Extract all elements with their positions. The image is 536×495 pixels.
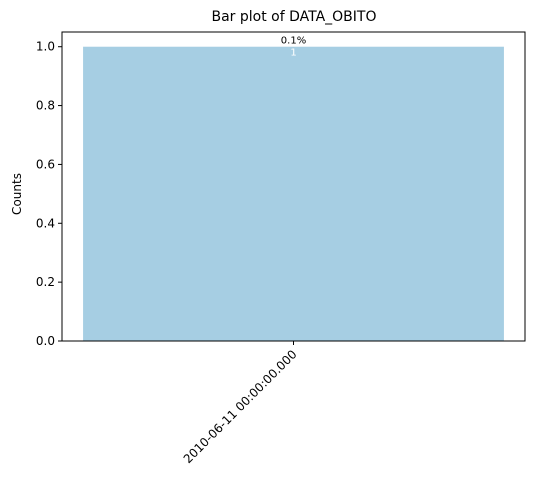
plot-area: 0.0 0.2 0.4 0.6 0.8 1.0 0.1%1 2010-06-11 00:00:…: [36, 36, 504, 466]
y-axis-label: Counts: [10, 173, 24, 215]
bar-count-label: 1: [290, 48, 296, 59]
bar-percent-label: 0.1%: [281, 36, 306, 47]
y-tick-label: 0.2: [36, 275, 55, 289]
bar: [83, 47, 504, 341]
y-tick-label: 0.0: [36, 334, 55, 348]
y-tick-label: 0.8: [36, 99, 55, 113]
y-tick-label: 1.0: [36, 40, 55, 54]
y-tick-label: 0.4: [36, 216, 55, 230]
y-tick-label: 0.6: [36, 157, 55, 171]
chart-title: Bar plot of DATA_OBITO: [211, 9, 376, 25]
x-tick-label: 2010-06-11 00:00:00.000: [181, 347, 300, 466]
